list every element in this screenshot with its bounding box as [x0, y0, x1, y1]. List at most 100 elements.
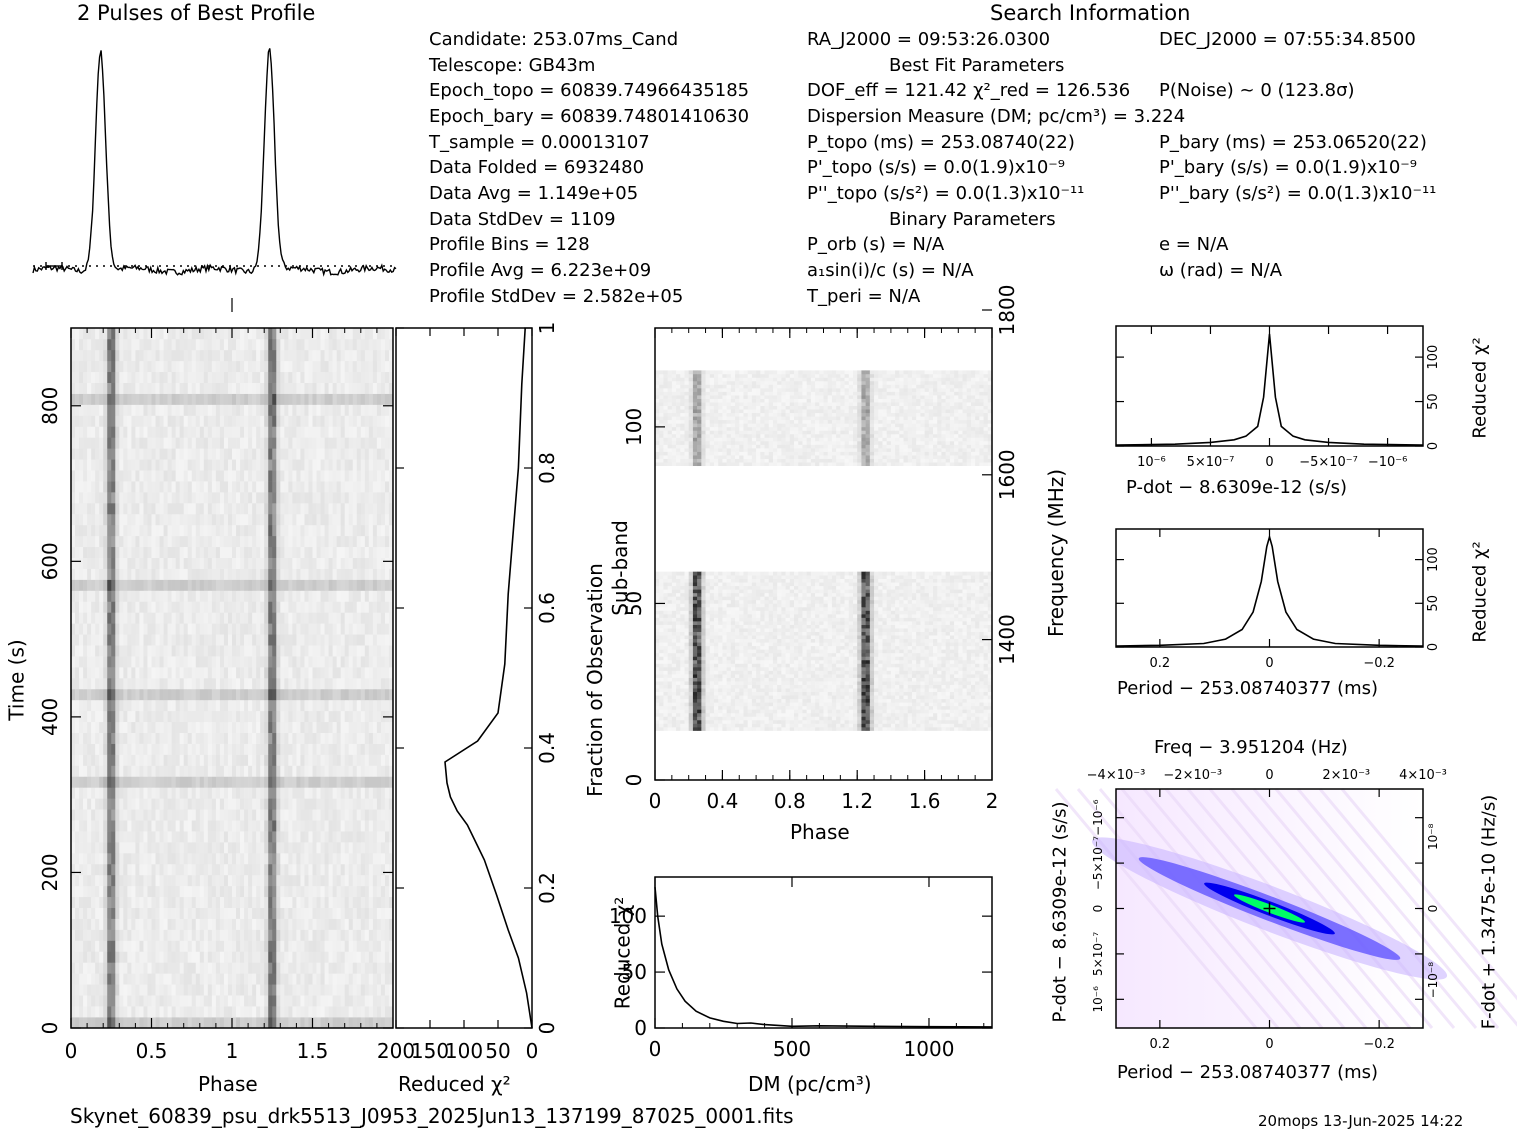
tp-cell: [244, 393, 249, 405]
tp-cell: [143, 874, 148, 887]
tp-cell: [288, 612, 293, 624]
tp-cell: [115, 579, 120, 591]
tp-cell: [143, 546, 148, 558]
tp-cell: [143, 667, 148, 679]
tp-cell: [332, 645, 337, 657]
tp-cell: [352, 481, 358, 493]
tp-cell: [340, 623, 345, 635]
tp-cell: [203, 568, 209, 580]
tp-cell: [207, 513, 213, 526]
tp-cell: [227, 645, 233, 657]
tp-cell: [219, 601, 225, 613]
tp-cell: [236, 524, 241, 537]
tp-cell: [312, 896, 317, 908]
tp-cell: [115, 995, 120, 1007]
tp-cell: [219, 612, 225, 624]
tp-cell: [159, 393, 164, 405]
tp-cell: [75, 349, 80, 362]
tp-cell: [175, 940, 180, 952]
tp-cell: [187, 940, 193, 952]
tp-cell: [388, 678, 394, 690]
tp-cell: [340, 590, 345, 602]
tp-cell: [87, 557, 92, 569]
tp-cell: [163, 831, 168, 843]
tp-cell: [195, 1017, 201, 1029]
tp-cell: [360, 863, 366, 876]
tp-cell: [163, 918, 168, 930]
tp-cell: [223, 513, 229, 526]
tp-cell: [324, 426, 329, 438]
tp-cell: [268, 940, 273, 952]
tp-cell: [79, 459, 84, 471]
tp-cell: [111, 601, 116, 613]
tp-cell: [268, 776, 273, 788]
tp-cell: [332, 524, 337, 537]
tp-cell: [284, 437, 289, 449]
tp-cell: [183, 1006, 189, 1018]
tp-cell: [111, 656, 116, 668]
tp-cell: [227, 426, 233, 438]
tp-cell: [91, 524, 96, 537]
tp-cell: [332, 634, 337, 646]
tp-cell: [139, 623, 144, 635]
tp-cell: [320, 863, 325, 876]
tp-cell: [175, 710, 180, 723]
tp-cell: [352, 1006, 358, 1018]
tp-cell: [312, 393, 317, 405]
tp-cell: [288, 754, 293, 766]
tp-cell: [215, 612, 221, 624]
tp-cell: [127, 415, 132, 427]
tp-cell: [348, 853, 354, 865]
tp-cell: [368, 601, 374, 613]
tp-cell: [320, 918, 325, 930]
tp-cell: [135, 699, 140, 712]
tp-cell: [328, 688, 333, 701]
tp-cell: [163, 393, 168, 405]
tp-cell: [139, 699, 144, 712]
tp-cell: [364, 437, 370, 449]
tp-cell: [248, 940, 253, 952]
tp-cell: [183, 667, 189, 679]
tp-cell: [147, 590, 152, 602]
tp-cell: [107, 754, 112, 766]
tp-cell: [195, 776, 201, 788]
tp-cell: [304, 601, 309, 613]
tp-cell: [111, 426, 116, 438]
tp-cell: [211, 557, 217, 569]
tp-cell: [356, 973, 362, 985]
tp-cell: [256, 929, 261, 941]
tp-cell: [79, 699, 84, 712]
tp-cell: [87, 426, 92, 438]
tp-cell: [252, 360, 257, 373]
tp-cell: [91, 809, 96, 821]
tp-cell: [316, 459, 321, 471]
tp-cell: [296, 787, 301, 799]
tp-cell: [300, 459, 305, 471]
tp-cell: [203, 349, 209, 362]
tp-cell: [352, 678, 358, 690]
tp-cell: [119, 885, 124, 898]
tp-cell: [131, 721, 136, 733]
tp-cell: [344, 437, 350, 449]
tp-cell: [151, 524, 156, 537]
tp-cell: [368, 699, 374, 712]
tp-cell: [79, 809, 84, 821]
tp-cell: [143, 918, 148, 930]
tp-cell: [364, 360, 370, 373]
tp-cell: [384, 360, 390, 373]
tp-cell: [183, 459, 189, 471]
tp-cell: [332, 940, 337, 952]
tp-cell: [203, 513, 209, 526]
tp-cell: [248, 765, 253, 777]
tp-cell: [312, 732, 317, 744]
tp-cell: [384, 656, 390, 668]
tp-cell: [368, 612, 374, 624]
tp-cell: [199, 557, 205, 569]
tp-cell: [232, 459, 237, 471]
tp-cell: [107, 645, 112, 657]
tp-cell: [163, 853, 168, 865]
tp-cell: [372, 590, 378, 602]
tp-cell: [256, 459, 261, 471]
tp-cell: [328, 918, 333, 930]
tp-cell: [171, 721, 176, 733]
